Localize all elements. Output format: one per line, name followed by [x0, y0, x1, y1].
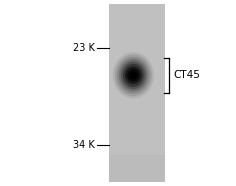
Ellipse shape	[115, 54, 152, 96]
Text: 23 K: 23 K	[72, 43, 94, 53]
Text: CT45: CT45	[173, 70, 200, 80]
Ellipse shape	[113, 52, 154, 99]
Bar	[109, 155, 165, 182]
Ellipse shape	[131, 73, 136, 78]
Ellipse shape	[132, 74, 135, 76]
Text: 34 K: 34 K	[73, 140, 94, 150]
Ellipse shape	[121, 61, 146, 89]
Bar	[109, 4, 165, 182]
Ellipse shape	[129, 71, 137, 80]
Ellipse shape	[127, 69, 139, 82]
Ellipse shape	[123, 64, 144, 87]
Ellipse shape	[125, 67, 142, 84]
Ellipse shape	[119, 59, 148, 92]
Ellipse shape	[117, 57, 150, 94]
